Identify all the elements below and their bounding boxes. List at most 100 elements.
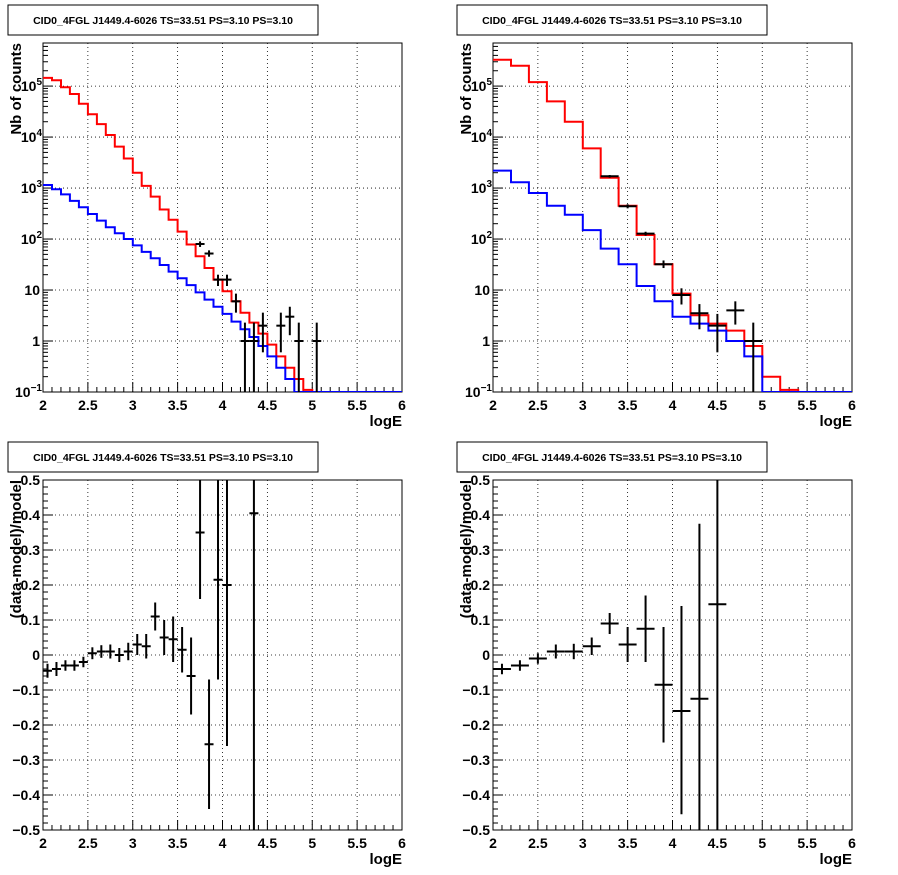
y-axis-label: (data-model)/model bbox=[458, 480, 475, 618]
y-tick-label: 10−1 bbox=[15, 383, 42, 400]
chart-panel-1: CID0_4FGL J1449.4-6026 TS=33.51 PS=3.10 … bbox=[7, 4, 406, 430]
y-tick-label: −0.4 bbox=[12, 787, 40, 803]
data-point bbox=[43, 663, 52, 678]
y-tick-label: 1 bbox=[32, 333, 40, 349]
x-tick-label: 2 bbox=[489, 397, 497, 413]
x-tick-label: 4 bbox=[669, 397, 677, 413]
y-tick-label: 103 bbox=[471, 179, 493, 196]
x-tick-label: 6 bbox=[398, 397, 406, 413]
plot-area bbox=[43, 76, 402, 392]
y-tick-label: 0.2 bbox=[471, 577, 491, 593]
data-point bbox=[582, 637, 601, 655]
x-tick-label: 5.5 bbox=[797, 397, 817, 413]
data-point bbox=[231, 293, 241, 313]
data-point bbox=[222, 274, 232, 286]
tick-marks bbox=[492, 479, 853, 831]
data-point bbox=[249, 322, 259, 392]
y-tick-label: 0.1 bbox=[471, 612, 491, 628]
chart-panel-4: CID0_4FGL J1449.4-6026 TS=33.51 PS=3.10 … bbox=[456, 441, 856, 868]
data-point bbox=[96, 645, 106, 658]
data-point bbox=[726, 301, 745, 325]
chart-panel-3: CID0_4FGL J1449.4-6026 TS=33.51 PS=3.10 … bbox=[7, 441, 406, 868]
data-point bbox=[123, 642, 133, 661]
x-tick-label: 3 bbox=[579, 835, 587, 851]
data-point bbox=[708, 313, 727, 353]
y-tick-label: 0.4 bbox=[21, 507, 41, 523]
data-point bbox=[528, 653, 547, 664]
x-tick-label: 4 bbox=[219, 835, 227, 851]
chart-title: CID0_4FGL J1449.4-6026 TS=33.51 PS=3.10 … bbox=[482, 452, 742, 464]
y-tick-label: 10 bbox=[474, 282, 490, 298]
y-tick-label: 0.2 bbox=[21, 577, 41, 593]
data-point bbox=[636, 231, 655, 236]
x-tick-label: 2 bbox=[489, 835, 497, 851]
data-point bbox=[132, 634, 142, 655]
x-tick-label: 5.5 bbox=[347, 397, 367, 413]
y-tick-label: 104 bbox=[21, 128, 43, 145]
x-tick-label: 5.5 bbox=[797, 835, 817, 851]
tick-marks bbox=[42, 479, 403, 831]
data-point bbox=[294, 322, 304, 392]
plot-area bbox=[493, 480, 727, 830]
chart-title: CID0_4FGL J1449.4-6026 TS=33.51 PS=3.10 … bbox=[482, 15, 742, 27]
y-tick-label: 0 bbox=[482, 647, 490, 663]
data-point bbox=[195, 241, 205, 247]
y-tick-label: 0.4 bbox=[471, 507, 491, 523]
chart-title-box bbox=[456, 4, 768, 36]
data-point bbox=[312, 322, 322, 392]
data-point bbox=[510, 660, 529, 671]
data-point bbox=[672, 288, 691, 305]
x-tick-label: 6 bbox=[848, 397, 856, 413]
x-tick-label: 3.5 bbox=[168, 835, 188, 851]
x-tick-label: 3.5 bbox=[618, 397, 638, 413]
x-tick-label: 6 bbox=[848, 835, 856, 851]
x-axis-label: logE bbox=[370, 413, 403, 430]
y-tick-label: −0.2 bbox=[462, 717, 490, 733]
data-point bbox=[618, 204, 637, 209]
y-tick-label: 0.5 bbox=[21, 472, 41, 488]
x-tick-label: 3.5 bbox=[168, 397, 188, 413]
plot-area bbox=[493, 58, 852, 392]
x-tick-label: 4 bbox=[669, 835, 677, 851]
x-tick-label: 4.5 bbox=[708, 835, 728, 851]
data-point bbox=[708, 480, 727, 830]
data-point bbox=[168, 616, 178, 662]
y-tick-label: 103 bbox=[21, 179, 43, 196]
data-point bbox=[195, 480, 205, 599]
data-point bbox=[186, 637, 196, 715]
data-point bbox=[249, 480, 259, 830]
y-tick-label: 10−1 bbox=[465, 383, 492, 400]
x-tick-label: 4 bbox=[219, 397, 227, 413]
x-tick-label: 5 bbox=[758, 397, 766, 413]
x-tick-label: 2.5 bbox=[528, 835, 548, 851]
y-tick-label: 10 bbox=[24, 282, 40, 298]
data-point bbox=[258, 312, 268, 353]
chart-title: CID0_4FGL J1449.4-6026 TS=33.51 PS=3.10 … bbox=[33, 452, 293, 464]
x-tick-label: 5 bbox=[308, 835, 316, 851]
data-point bbox=[222, 480, 232, 746]
data-point bbox=[672, 606, 691, 815]
data-point bbox=[285, 306, 295, 336]
y-tick-label: −0.3 bbox=[462, 752, 490, 768]
model-histogram-blue bbox=[493, 169, 852, 392]
chart-title-box bbox=[456, 441, 768, 473]
x-axis-label: logE bbox=[820, 851, 853, 868]
y-tick-label: 102 bbox=[21, 230, 43, 247]
x-tick-label: 2.5 bbox=[78, 835, 98, 851]
data-point bbox=[690, 304, 709, 330]
x-tick-label: 2.5 bbox=[528, 397, 548, 413]
data-point bbox=[276, 312, 286, 353]
data-point bbox=[177, 627, 187, 673]
data-point bbox=[636, 595, 655, 662]
x-tick-label: 2.5 bbox=[78, 397, 98, 413]
y-tick-label: 0.1 bbox=[21, 612, 41, 628]
data-point bbox=[618, 627, 637, 662]
x-tick-label: 3 bbox=[129, 397, 137, 413]
x-tick-label: 4.5 bbox=[258, 397, 278, 413]
x-axis-label: logE bbox=[820, 413, 853, 430]
model-histogram-blue bbox=[43, 184, 402, 392]
y-tick-label: −0.4 bbox=[462, 787, 490, 803]
data-point bbox=[78, 656, 88, 668]
x-tick-label: 4.5 bbox=[258, 835, 278, 851]
x-tick-label: 3 bbox=[579, 397, 587, 413]
